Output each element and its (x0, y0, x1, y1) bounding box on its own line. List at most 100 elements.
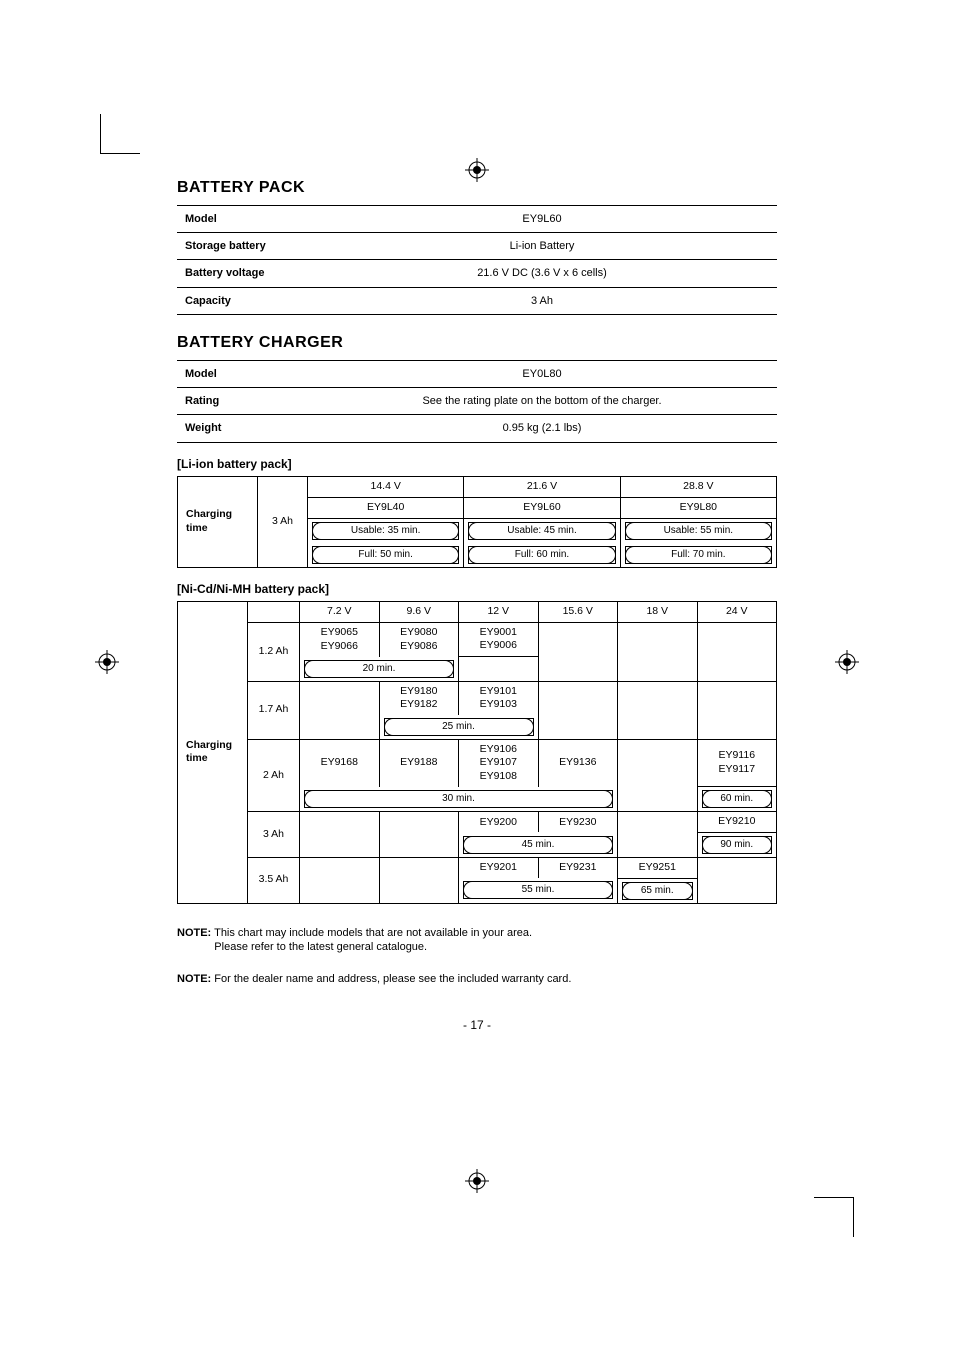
capacity-cell: 1.2 Ah (248, 622, 300, 681)
model-cell: EY9230 (538, 812, 618, 833)
model-cell: EY9106 EY9107 EY9108 (459, 739, 539, 786)
spec-label: Weight (177, 415, 307, 442)
content-area: BATTERY PACK Model EY9L60 Storage batter… (177, 60, 777, 1034)
volt-header: 21.6 V (464, 477, 620, 498)
model-cell: EY9080 EY9086 (379, 622, 459, 656)
capacity-cell: 2 Ah (248, 739, 300, 811)
note-text: This chart may include models that are n… (214, 927, 532, 939)
model-cell: EY9231 (538, 857, 618, 878)
row-header: Charging time (178, 477, 258, 567)
capacity-cell: 3 Ah (248, 812, 300, 858)
empty-cell (379, 812, 459, 858)
section-title-battery-charger: BATTERY CHARGER (177, 333, 777, 354)
model-cell: EY9201 (459, 857, 539, 878)
battery-charger-table: Model EY0L80 Rating See the rating plate… (177, 360, 777, 443)
capacity-cell: 1.7 Ah (248, 681, 300, 739)
empty-cell (538, 681, 618, 739)
time-pill: 60 min. (702, 790, 773, 808)
model-cell: EY9180 EY9182 (379, 681, 459, 715)
spec-label: Battery voltage (177, 260, 307, 287)
empty-cell (697, 681, 777, 739)
spec-label: Rating (177, 388, 307, 415)
empty-cell (459, 657, 539, 682)
page-number: - 17 - (177, 1018, 777, 1034)
empty-cell (538, 622, 618, 681)
crop-mark-icon (100, 114, 140, 154)
row-header: Charging time (178, 602, 248, 903)
model-cell: EY9116 EY9117 (697, 739, 777, 786)
model-cell: EY9L40 (308, 497, 464, 518)
empty-cell (300, 857, 380, 903)
note-label: NOTE: (177, 927, 211, 939)
model-cell: EY9L80 (620, 497, 776, 518)
spec-value: 0.95 kg (2.1 lbs) (307, 415, 777, 442)
time-pill: 25 min. (384, 718, 534, 736)
note-label: NOTE: (177, 973, 211, 985)
subheading-nicd: [Ni-Cd/Ni-MH battery pack] (177, 582, 777, 598)
registration-mark-icon (465, 1169, 489, 1193)
volt-header: 28.8 V (620, 477, 776, 498)
model-cell: EY9065 EY9066 (300, 622, 380, 656)
empty-cell (697, 857, 777, 903)
empty-cell (618, 681, 698, 739)
time-pill: 90 min. (702, 836, 773, 854)
model-cell: EY9251 (618, 857, 698, 878)
page: BATTERY PACK Model EY9L60 Storage batter… (0, 0, 954, 1351)
spec-value: See the rating plate on the bottom of th… (307, 388, 777, 415)
crop-mark-icon (814, 1197, 854, 1237)
model-cell: EY9001 EY9006 (459, 622, 539, 656)
time-pill: Full: 70 min. (625, 546, 772, 564)
model-cell: EY9101 EY9103 (459, 681, 539, 715)
time-pill: 45 min. (463, 836, 613, 854)
time-pill: 30 min. (304, 790, 613, 808)
registration-mark-icon (835, 650, 859, 674)
spec-label: Model (177, 360, 307, 387)
model-cell: EY9168 (300, 739, 380, 786)
empty-cell (697, 622, 777, 681)
note-text: Please refer to the latest general catal… (214, 941, 427, 953)
spec-label: Capacity (177, 287, 307, 314)
capacity-cell: 3 Ah (258, 477, 308, 567)
empty-cell (379, 857, 459, 903)
note-2: NOTE: For the dealer name and address, p… (177, 972, 777, 986)
spec-value: EY0L80 (307, 360, 777, 387)
time-pill: 65 min. (622, 882, 693, 900)
volt-header: 12 V (459, 602, 539, 623)
empty-cell (248, 602, 300, 623)
note-text: For the dealer name and address, please … (214, 973, 571, 985)
volt-header: 14.4 V (308, 477, 464, 498)
subheading-liion: [Li-ion battery pack] (177, 457, 777, 473)
empty-cell (300, 681, 380, 739)
volt-header: 9.6 V (379, 602, 459, 623)
volt-header: 15.6 V (538, 602, 618, 623)
time-pill: Usable: 35 min. (312, 522, 459, 540)
spec-value: Li-ion Battery (307, 233, 777, 260)
model-cell: EY9136 (538, 739, 618, 786)
spec-label: Model (177, 205, 307, 232)
empty-cell (300, 812, 380, 858)
nicd-table: Charging time 7.2 V 9.6 V 12 V 15.6 V 18… (177, 601, 777, 903)
model-cell: EY9L60 (464, 497, 620, 518)
spec-label: Storage battery (177, 233, 307, 260)
model-cell: EY9200 (459, 812, 539, 833)
volt-header: 24 V (697, 602, 777, 623)
spec-value: 21.6 V DC (3.6 V x 6 cells) (307, 260, 777, 287)
time-pill: Usable: 45 min. (468, 522, 615, 540)
time-pill: Full: 50 min. (312, 546, 459, 564)
time-pill: Full: 60 min. (468, 546, 615, 564)
registration-mark-icon (95, 650, 119, 674)
time-pill: 20 min. (304, 660, 454, 678)
empty-cell (618, 812, 698, 858)
empty-cell (618, 622, 698, 681)
volt-header: 18 V (618, 602, 698, 623)
capacity-cell: 3.5 Ah (248, 857, 300, 903)
registration-mark-icon (465, 158, 489, 182)
volt-header: 7.2 V (300, 602, 380, 623)
spec-value: EY9L60 (307, 205, 777, 232)
empty-cell (618, 739, 698, 811)
note-1: NOTE: This chart may include models that… (177, 926, 777, 955)
time-pill: Usable: 55 min. (625, 522, 772, 540)
battery-pack-table: Model EY9L60 Storage battery Li-ion Batt… (177, 205, 777, 315)
spec-value: 3 Ah (307, 287, 777, 314)
time-pill: 55 min. (463, 881, 613, 899)
